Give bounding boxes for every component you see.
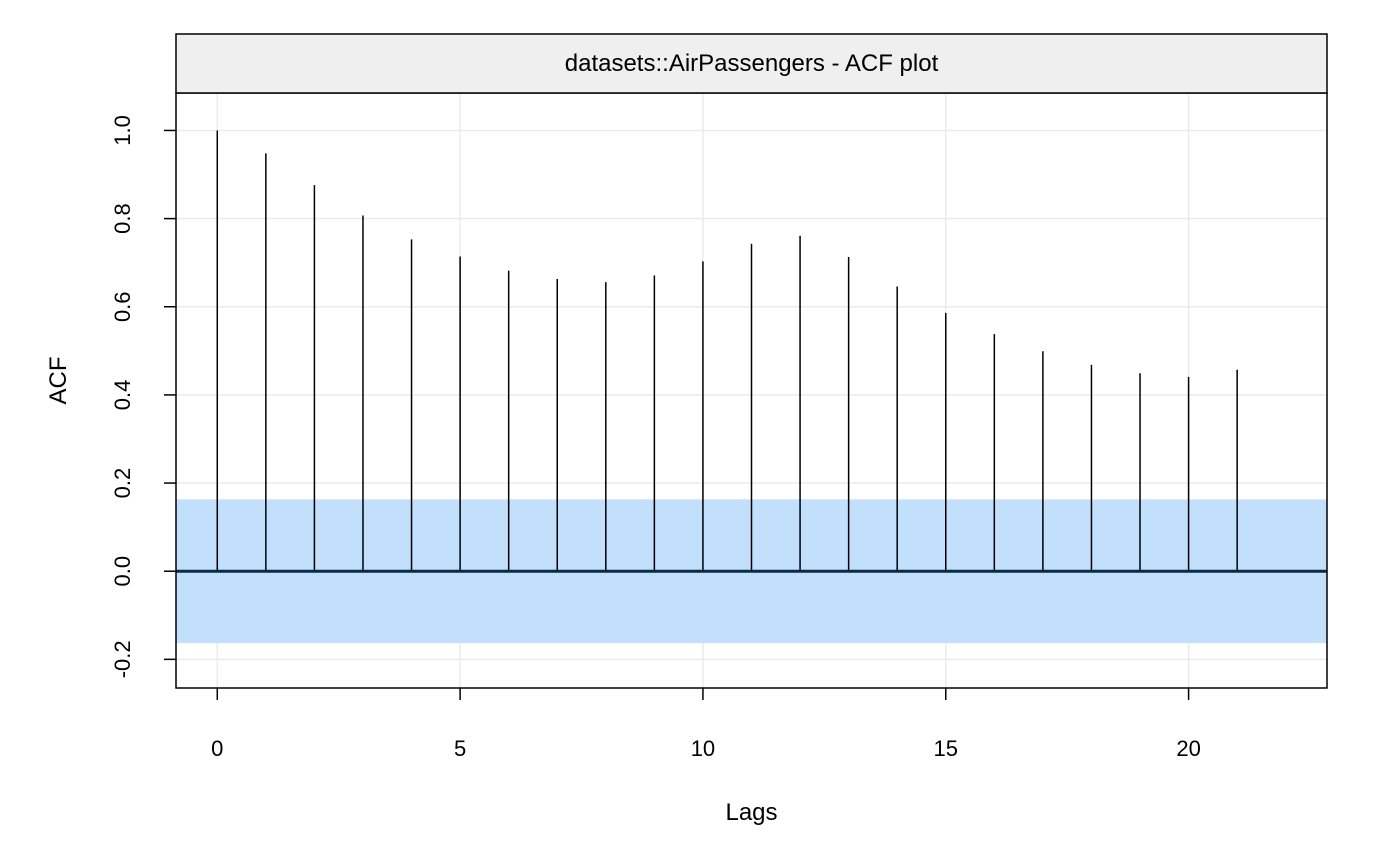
y-tick-label: 1.0	[110, 115, 135, 146]
x-tick-label: 15	[934, 736, 958, 761]
x-tick-label: 10	[691, 736, 715, 761]
acf-stems	[216, 130, 1238, 572]
title-strip	[175, 33, 1328, 94]
y-tick-label: 0.6	[110, 291, 135, 322]
y-tick-label: 0.8	[110, 203, 135, 234]
x-axis: 0 5 10 15 20	[211, 688, 1201, 761]
chart-title: datasets::AirPassengers - ACF plot	[565, 50, 939, 77]
x-tick-label: 0	[211, 736, 223, 761]
y-axis-title: ACF	[45, 357, 72, 405]
y-axis: -0.2 0.0 0.2 0.4 0.6 0.8 1.0	[110, 115, 176, 678]
y-tick-label: 0.2	[110, 468, 135, 499]
x-axis-title: Lags	[725, 799, 777, 826]
y-tick-label: 0.4	[110, 380, 135, 411]
x-tick-label: 20	[1176, 736, 1200, 761]
y-tick-label: 0.0	[110, 556, 135, 587]
y-tick-label: -0.2	[110, 640, 135, 678]
x-tick-label: 5	[454, 736, 466, 761]
